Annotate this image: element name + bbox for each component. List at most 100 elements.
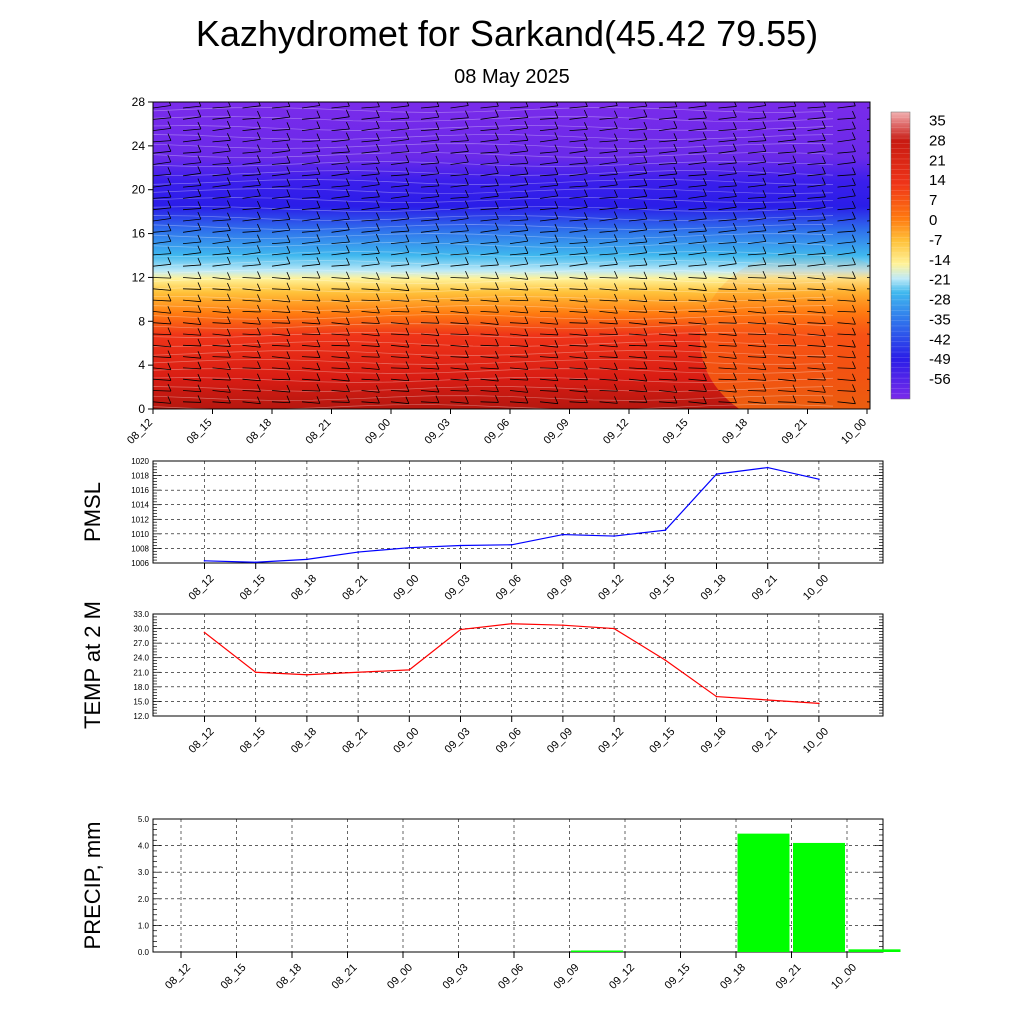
wind-barb [747, 311, 766, 314]
wind-barb [390, 378, 409, 382]
wind-barb-flag [912, 247, 915, 254]
wind-barb [599, 378, 618, 381]
wind-barb-flag [316, 234, 321, 242]
wind-barb [361, 207, 380, 211]
x-tick-label: 09_00 [391, 573, 421, 603]
wind-barb [361, 288, 380, 291]
wind-barb [153, 299, 171, 302]
wind-barb-flag [882, 223, 885, 230]
x-tick-label: 08_21 [340, 726, 370, 756]
wind-barb [212, 252, 231, 256]
wind-barb [480, 311, 499, 313]
wind-barb-flag [673, 395, 678, 404]
wind-barb [747, 367, 766, 371]
wind-barb-flag [167, 177, 172, 186]
wind-barb-flag [286, 256, 291, 264]
wind-barb-flag [197, 361, 202, 369]
wind-barb [242, 356, 261, 359]
wind-barb [599, 150, 618, 154]
wind-barb-flag [405, 188, 410, 197]
wind-barb [688, 322, 707, 325]
wind-barb [450, 390, 469, 392]
wind-barb [569, 378, 588, 381]
wind-barb [361, 150, 380, 154]
wind-barb [688, 299, 707, 302]
wind-barb [361, 356, 380, 358]
wind-barb-flag [554, 271, 559, 279]
wind-barb [242, 138, 261, 143]
wind-barb [390, 311, 410, 313]
wind-barb-flag [286, 143, 291, 151]
wind-barb-flag [465, 327, 469, 335]
wind-barb-flag [703, 121, 707, 129]
wind-barb [361, 311, 380, 314]
wind-barb [599, 311, 618, 314]
wind-barb-flag [613, 177, 618, 186]
section-y-tick-label: 24 [132, 139, 146, 153]
wind-barb-flag [257, 396, 261, 404]
wind-barb-flag [227, 385, 231, 393]
contour-line [153, 107, 834, 113]
wind-barb [837, 356, 856, 359]
wind-barb-flag [912, 340, 915, 347]
wind-barb-flag [375, 177, 380, 185]
wind-barb-flag [405, 144, 410, 152]
wind-barb [301, 322, 320, 325]
wind-barb [777, 252, 796, 256]
wind-barb [331, 264, 350, 267]
wind-barb [212, 196, 231, 199]
wind-barb-flag [614, 133, 618, 141]
wind-barb-flag [912, 294, 915, 301]
wind-barb-flag [435, 122, 440, 130]
wind-barb-flag [316, 373, 321, 381]
wind-barb [331, 299, 350, 303]
wind-barb [658, 263, 677, 267]
wind-barb [599, 140, 618, 143]
colorbar-label: -7 [929, 232, 942, 249]
wind-barb-flag [703, 167, 707, 175]
wind-barb [718, 288, 737, 291]
wind-barb-flag [554, 121, 559, 129]
wind-barb [837, 151, 856, 154]
wind-barb-flag [227, 102, 231, 107]
wind-barb [718, 106, 737, 109]
wind-barb-flag [405, 234, 410, 242]
wind-barb-flag [167, 396, 172, 404]
wind-barb-flag [316, 396, 321, 404]
wind-barb [688, 161, 707, 165]
wind-barb [658, 162, 677, 165]
wind-barb-flag [554, 178, 559, 186]
wind-barb [182, 401, 202, 403]
wind-barb [182, 264, 201, 267]
wind-barb-flag [643, 351, 648, 359]
wind-barb [331, 139, 350, 143]
wind-barb [747, 184, 766, 188]
wind-barb-flag [882, 200, 885, 207]
wind-barb-flag [376, 133, 380, 141]
wind-barb [480, 288, 499, 290]
wind-barb-flag [703, 384, 707, 392]
wind-barb-flag [495, 338, 499, 347]
wind-barb [658, 252, 677, 256]
wind-barb [242, 344, 261, 348]
contour-line [153, 332, 834, 338]
wind-barb-flag [197, 282, 202, 290]
wind-barb [569, 128, 588, 131]
wind-barb [747, 322, 766, 325]
wind-barb [212, 344, 231, 347]
wind-barb-flag [197, 211, 202, 220]
wind-barb [658, 299, 678, 302]
wind-barb [599, 173, 618, 177]
colorbar-label: 14 [929, 172, 946, 189]
wind-barb-flag [673, 246, 678, 254]
wind-barb-flag [703, 373, 707, 381]
wind-barb-flag [702, 155, 707, 163]
wind-barb [688, 174, 707, 177]
wind-barb-flag [643, 395, 648, 403]
wind-barb [718, 356, 737, 359]
wind-barb-flag [673, 233, 678, 242]
wind-barb-flag [822, 156, 826, 164]
wind-barb [658, 333, 677, 337]
wind-barb [361, 299, 380, 302]
